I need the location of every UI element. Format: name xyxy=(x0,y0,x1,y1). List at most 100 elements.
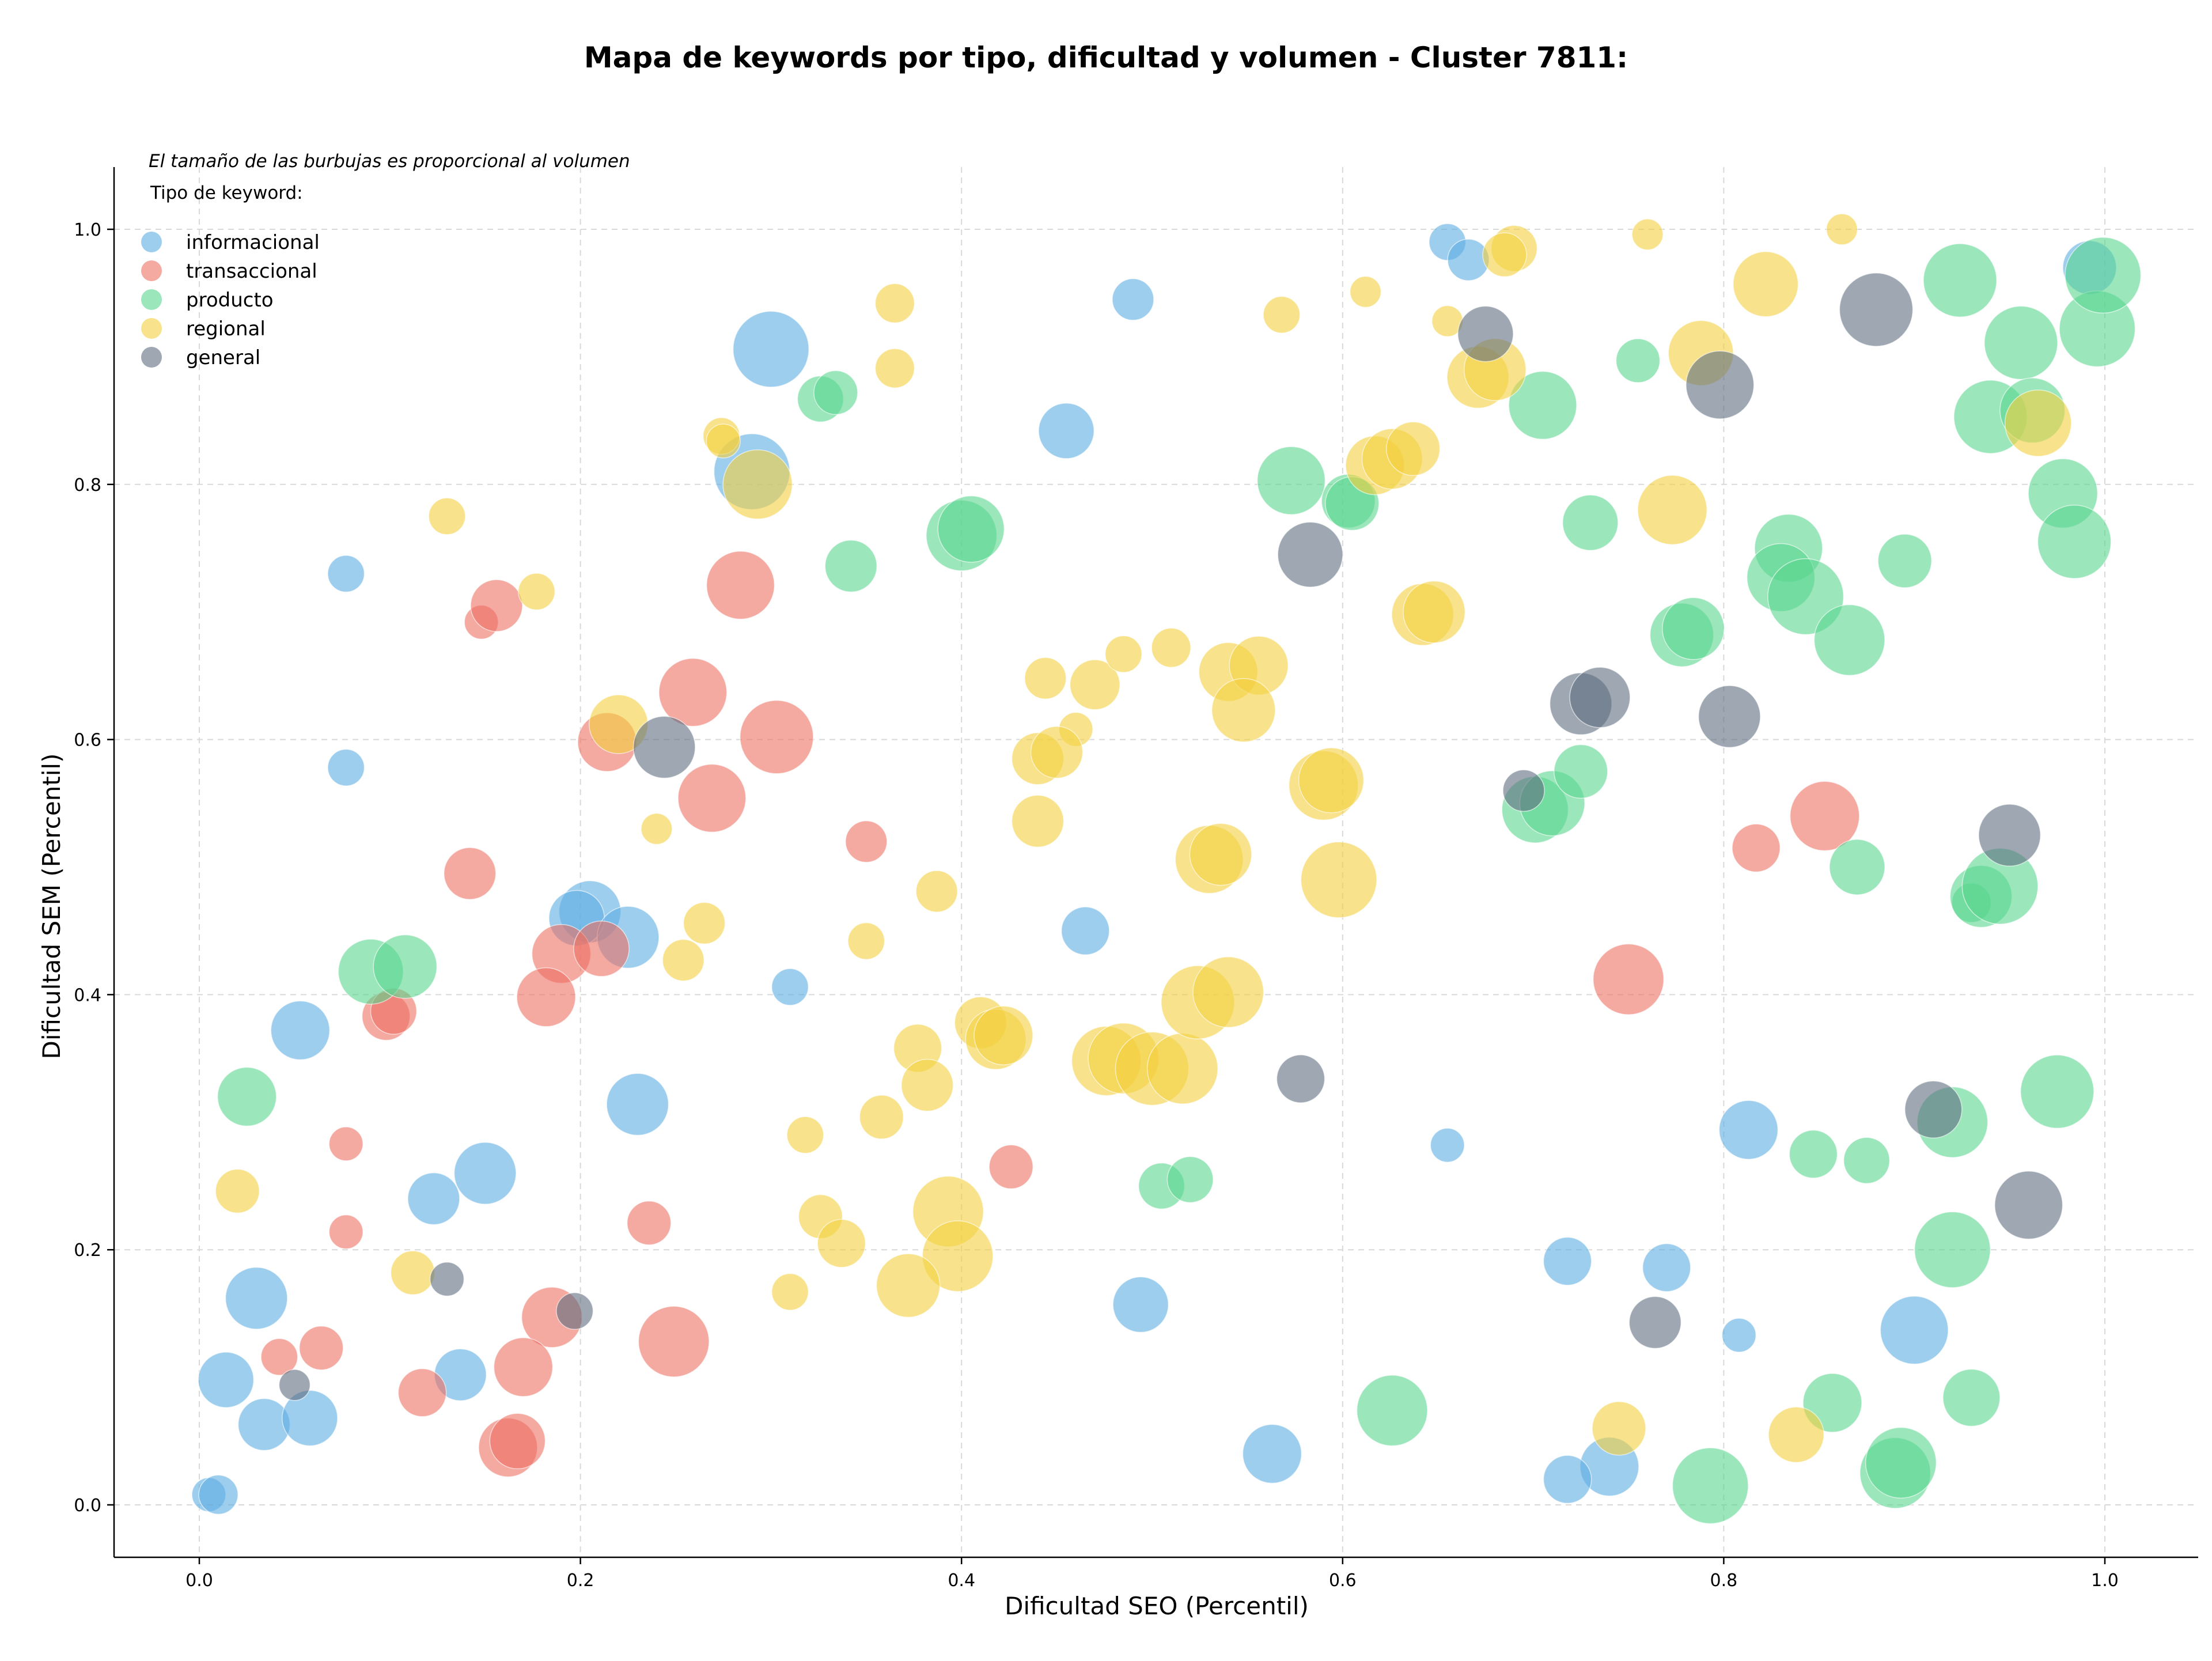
bubble-transaccional xyxy=(845,820,888,863)
bubble-informacional xyxy=(225,1266,288,1330)
x-axis-label: Dificultad SEO (Percentil) xyxy=(1005,1592,1309,1620)
bubble-informacional xyxy=(453,1141,517,1205)
bubble-regional xyxy=(900,1058,954,1112)
bubble-producto xyxy=(1256,446,1326,515)
y-tick-label: 0.6 xyxy=(74,731,101,751)
bubble-regional xyxy=(1104,635,1142,673)
bubble-producto xyxy=(1877,534,1932,588)
bubble-general xyxy=(1457,305,1514,362)
bubble-regional xyxy=(1825,213,1858,245)
series-transaccional xyxy=(260,551,1860,1478)
bubble-regional xyxy=(1011,794,1065,848)
bubble-producto xyxy=(1829,839,1885,895)
bubble-regional xyxy=(1349,275,1382,308)
bubble-producto xyxy=(1865,1427,1937,1499)
bubble-informacional xyxy=(1112,278,1154,321)
bubble-regional xyxy=(2004,389,2072,457)
bubble-regional xyxy=(390,1250,435,1295)
bubble-producto xyxy=(2065,237,2142,314)
legend-marker-transaccional xyxy=(141,260,162,281)
bubble-regional xyxy=(706,423,741,459)
bubble-informacional xyxy=(1060,906,1110,956)
bubble-producto xyxy=(1914,1211,1991,1288)
bubble-producto xyxy=(217,1066,277,1127)
bubble-informacional xyxy=(606,1073,669,1136)
bubble-regional xyxy=(1482,232,1527,278)
bubble-regional xyxy=(922,1220,994,1292)
bubble-transaccional xyxy=(489,1413,546,1470)
bubble-producto xyxy=(1843,1137,1891,1184)
bubble-producto xyxy=(1942,1368,2001,1427)
bubble-regional xyxy=(1263,296,1301,334)
bubble-regional xyxy=(1192,956,1264,1028)
y-tick-label: 0.8 xyxy=(74,475,101,495)
x-tick-label: 1.0 xyxy=(2091,1571,2119,1591)
bubbles xyxy=(191,213,2142,1524)
bubble-informacional xyxy=(1642,1243,1691,1292)
bubble-transaccional xyxy=(328,1214,363,1250)
y-tick-label: 0.0 xyxy=(74,1496,101,1516)
bubble-regional xyxy=(876,1253,941,1318)
axes: 0.0 0.2 0.4 0.6 0.8 1.0 0.0 0.2 0.4 0.6 0.8 1.0 xyxy=(74,167,2198,1591)
bubble-informacional xyxy=(1543,1236,1592,1286)
bubble-general xyxy=(429,1261,465,1297)
bubble-transaccional xyxy=(1789,781,1860,852)
bubble-general xyxy=(1839,273,1914,347)
bubble-regional xyxy=(1403,580,1466,644)
bubble-regional xyxy=(771,1273,809,1311)
bubble-producto xyxy=(1789,1129,1838,1179)
bubble-general xyxy=(1628,1296,1682,1349)
bubble-regional xyxy=(1733,251,1799,317)
bubble-transaccional xyxy=(443,847,497,900)
bubble-informacional xyxy=(1721,1318,1757,1353)
bubble-informacional xyxy=(282,1390,338,1447)
bubble-general xyxy=(556,1292,594,1330)
legend-marker-producto xyxy=(141,289,162,310)
bubble-producto xyxy=(2037,505,2112,579)
legend-label-regional: regional xyxy=(186,317,266,340)
x-tick-label: 0.2 xyxy=(567,1571,594,1591)
bubble-transaccional xyxy=(573,920,630,977)
bubble-transaccional xyxy=(397,1368,447,1417)
legend-marker-regional xyxy=(141,318,162,339)
bubble-regional xyxy=(1592,1401,1646,1456)
bubble-regional xyxy=(215,1168,260,1214)
bubble-transaccional xyxy=(626,1200,672,1246)
bubble-regional xyxy=(1030,725,1084,779)
y-axis-label: Dificultad SEM (Percentil) xyxy=(37,754,66,1060)
bubble-regional xyxy=(1024,657,1067,700)
legend: informacional transaccional producto region… xyxy=(141,231,320,369)
bubble-informacional xyxy=(1880,1296,1949,1365)
bubble-regional xyxy=(874,283,915,324)
bubble-regional xyxy=(1146,1032,1218,1104)
x-tick-label: 0.8 xyxy=(1710,1571,1738,1591)
legend-label-general: general xyxy=(186,346,260,369)
bubble-regional xyxy=(662,939,704,982)
bubble-producto xyxy=(1356,1375,1428,1447)
bubble-producto xyxy=(1166,1156,1214,1204)
bubble-regional xyxy=(974,1005,1033,1065)
bubble-producto xyxy=(1813,604,1885,676)
bubble-transaccional xyxy=(328,1126,363,1161)
bubble-informacional xyxy=(771,968,809,1006)
bubble-producto xyxy=(1508,370,1577,440)
bubble-general xyxy=(1994,1171,2063,1240)
bubble-informacional xyxy=(270,1000,331,1061)
series-general xyxy=(278,273,2063,1401)
y-tick-label: 0.2 xyxy=(74,1240,101,1261)
bubble-informacional xyxy=(327,748,365,786)
bubble-producto xyxy=(1554,744,1608,799)
bubble-transaccional xyxy=(988,1144,1033,1190)
bubble-general xyxy=(1685,350,1755,419)
bubble-regional xyxy=(1151,627,1191,668)
bubble-regional xyxy=(1385,421,1441,476)
bubble-informacional xyxy=(198,1474,238,1515)
series-regional xyxy=(215,213,2072,1463)
bubble-regional xyxy=(859,1095,904,1140)
bubble-transaccional xyxy=(260,1338,298,1376)
chart-title: Mapa de keywords por tipo, dificultad y … xyxy=(584,41,1628,74)
x-tick-label: 0.6 xyxy=(1329,1571,1357,1591)
bubble-informacional xyxy=(1038,402,1094,459)
bubble-producto xyxy=(1923,243,1997,317)
bubble-informacional xyxy=(1242,1424,1302,1484)
